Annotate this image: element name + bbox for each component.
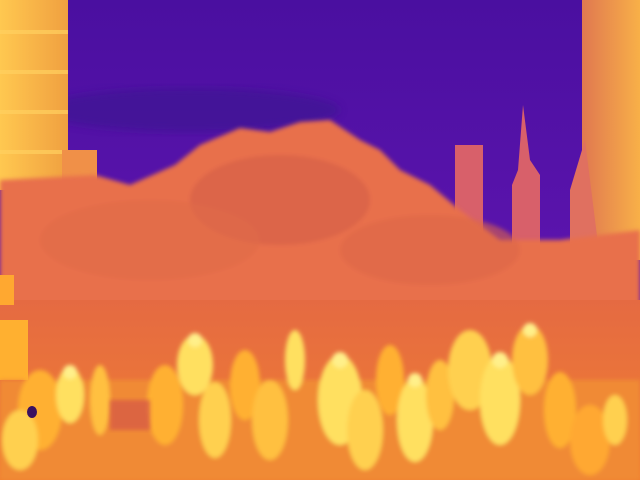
tree-canopy xyxy=(0,120,640,330)
left-kiosk xyxy=(0,320,28,380)
sky-band xyxy=(40,88,340,132)
cool-figure xyxy=(27,406,37,418)
right-building xyxy=(455,0,640,260)
crowd xyxy=(0,323,640,480)
church-spire xyxy=(512,105,540,250)
